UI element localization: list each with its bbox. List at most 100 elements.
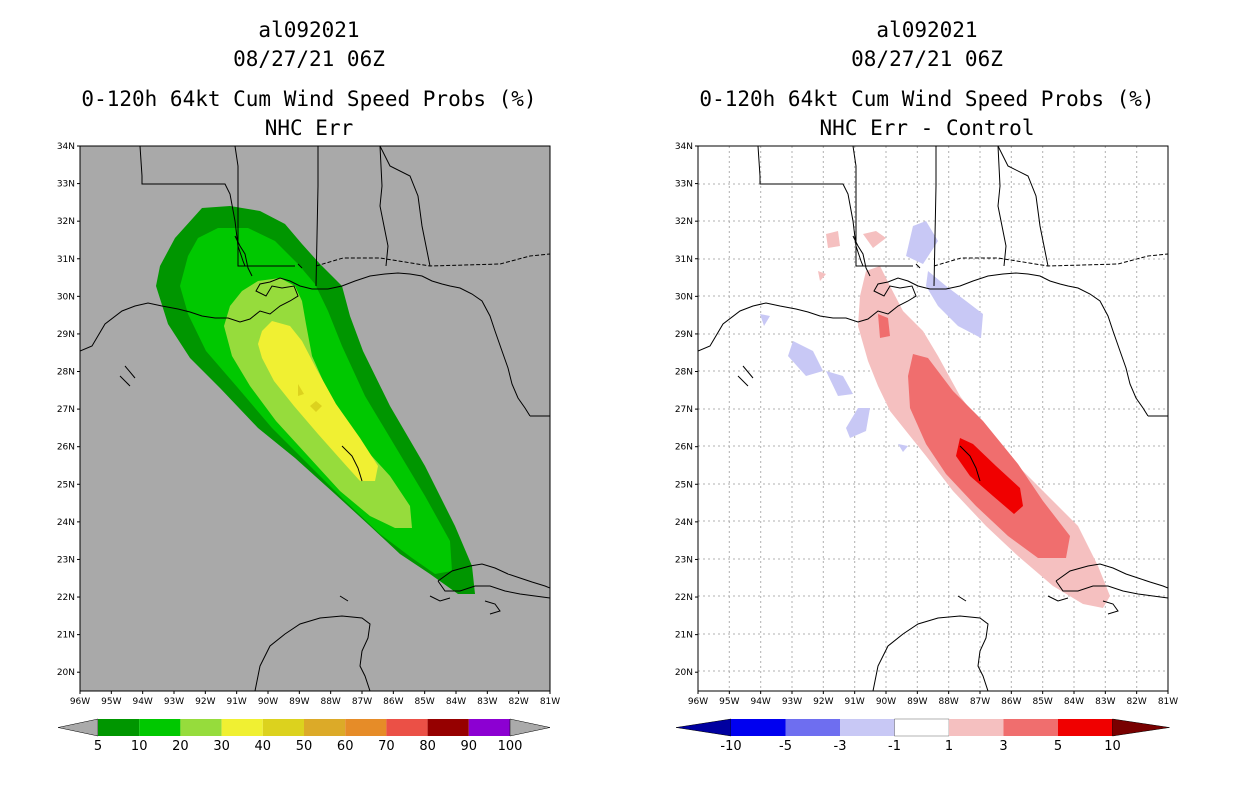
lat-tick-label: 32N (675, 217, 693, 227)
lat-tick-label: 21N (57, 631, 75, 641)
lon-tick-label: 88W (938, 697, 958, 707)
colorbar-label: 10 (1104, 739, 1121, 754)
colorbar-box (139, 719, 181, 736)
lat-tick-label: 23N (57, 555, 75, 565)
colorbar-label: -5 (779, 739, 792, 754)
colorbar-box (386, 719, 428, 736)
colorbar-label: 5 (1054, 739, 1062, 754)
lat-tick-label: 33N (57, 180, 75, 190)
colorbar-label: 1 (945, 739, 953, 754)
colorbar-box (180, 719, 222, 736)
lat-tick-label: 25N (57, 480, 75, 490)
lon-tick-label: 92W (813, 697, 833, 707)
prob-30pct-contour (258, 321, 378, 481)
lat-tick-label: 29N (57, 330, 75, 340)
lat-tick-label: 34N (675, 142, 693, 152)
lat-tick-label: 27N (675, 405, 693, 415)
diff-neg-1to3-region-4 (826, 371, 853, 396)
right-map-frame (697, 145, 1169, 692)
diff-neg-1to3-region-3 (788, 341, 823, 376)
lon-tick-label: 90W (876, 697, 896, 707)
lon-tick-label: 91W (226, 697, 246, 707)
diff-neg-1to3-region-5 (846, 408, 870, 438)
lon-tick-label: 94W (132, 697, 152, 707)
product-title: 0-120h 64kt Cum Wind Speed Probs (%) (699, 87, 1155, 111)
colorbar-box (304, 719, 346, 736)
colorbar-high-arrow (509, 718, 551, 737)
colorbar-label: -1 (888, 739, 901, 754)
lon-tick-label: 86W (383, 697, 403, 707)
right-panel-title: al092021 08/27/21 06Z 0-120h 64kt Cum Wi… (678, 16, 1176, 143)
lon-tick-label: 91W (844, 697, 864, 707)
lat-tick-label: 21N (675, 631, 693, 641)
lon-tick-label: 82W (508, 697, 528, 707)
lon-tick-label: 87W (352, 697, 372, 707)
diff-pos-3to5-region (908, 354, 1070, 558)
lat-tick-label: 26N (675, 443, 693, 453)
lat-tick-label: 34N (57, 142, 75, 152)
prob-40pct-contour-2 (310, 401, 322, 412)
lon-tick-label: 82W (1126, 697, 1146, 707)
colorbar-label: 50 (296, 739, 313, 754)
subtitle: NHC Err - Control (819, 116, 1035, 140)
colorbar-box (1058, 719, 1113, 736)
lon-tick-label: 81W (1158, 697, 1178, 707)
lat-tick-label: 30N (57, 292, 75, 302)
colorbar-label: 20 (172, 739, 189, 754)
colorbar-box (468, 719, 510, 736)
colorbar-label: 10 (131, 739, 148, 754)
colorbar-label: 90 (461, 739, 478, 754)
lat-tick-label: 28N (57, 368, 75, 378)
colorbar-box (731, 719, 786, 736)
lat-tick-label: 32N (57, 217, 75, 227)
colorbar-label: 5 (94, 739, 102, 754)
colorbar-box (262, 719, 304, 736)
colorbar-label: 60 (337, 739, 354, 754)
diff-pos-3to5-region-2 (878, 314, 890, 338)
diff-neg-1to3-region-7 (898, 444, 908, 452)
colorbar-low-arrow (675, 718, 732, 737)
lon-tick-label: 96W (688, 697, 708, 707)
lon-tick-label: 95W (719, 697, 739, 707)
lon-tick-label: 95W (101, 697, 121, 707)
lat-tick-label: 22N (675, 593, 693, 603)
lon-tick-label: 90W (258, 697, 278, 707)
lat-tick-label: 20N (675, 668, 693, 678)
right-map (697, 145, 1169, 692)
datetime: 08/27/21 06Z (851, 47, 1003, 71)
storm-id: al092021 (876, 18, 978, 42)
left-panel-title: al092021 08/27/21 06Z 0-120h 64kt Cum Wi… (60, 16, 558, 143)
colorbar-box (221, 719, 263, 736)
lon-tick-label: 89W (907, 697, 927, 707)
lon-tick-label: 93W (164, 697, 184, 707)
lon-tick-label: 87W (970, 697, 990, 707)
lat-tick-label: 24N (57, 518, 75, 528)
diff-pos-1to3-region-4 (818, 271, 826, 281)
colorbar-label: -3 (834, 739, 847, 754)
right-axis-ticks: 34N 33N 32N 31N 30N 29N 28N 27N 26N 25N 24N 23N 22N 2… (675, 142, 1178, 707)
lon-tick-label: 89W (289, 697, 309, 707)
colorbar-label: -10 (720, 739, 741, 754)
colorbar-box (1003, 719, 1058, 736)
right-colorbar: -10 -5 -3 -1 1 3 5 10 (675, 718, 1170, 754)
lon-tick-label: 94W (750, 697, 770, 707)
colorbar-label: 70 (378, 739, 395, 754)
lon-tick-label: 81W (540, 697, 560, 707)
lat-tick-label: 23N (675, 555, 693, 565)
lon-tick-label: 92W (195, 697, 215, 707)
lon-tick-label: 85W (414, 697, 434, 707)
left-map-frame (79, 145, 551, 692)
subtitle: NHC Err (264, 116, 354, 140)
lat-tick-label: 29N (675, 330, 693, 340)
lat-tick-label: 31N (57, 255, 75, 265)
lat-tick-label: 22N (57, 593, 75, 603)
lon-tick-label: 84W (1064, 697, 1084, 707)
colorbar-box (840, 719, 895, 736)
diff-pos-5to10-region (956, 438, 1023, 514)
colorbar-box (345, 719, 387, 736)
colorbar-label: 100 (498, 739, 523, 754)
diff-neg-1to3-region-6 (760, 314, 770, 326)
colorbar-low-arrow (57, 718, 99, 737)
colorbar-high-arrow (1112, 718, 1170, 737)
lon-tick-label: 88W (320, 697, 340, 707)
